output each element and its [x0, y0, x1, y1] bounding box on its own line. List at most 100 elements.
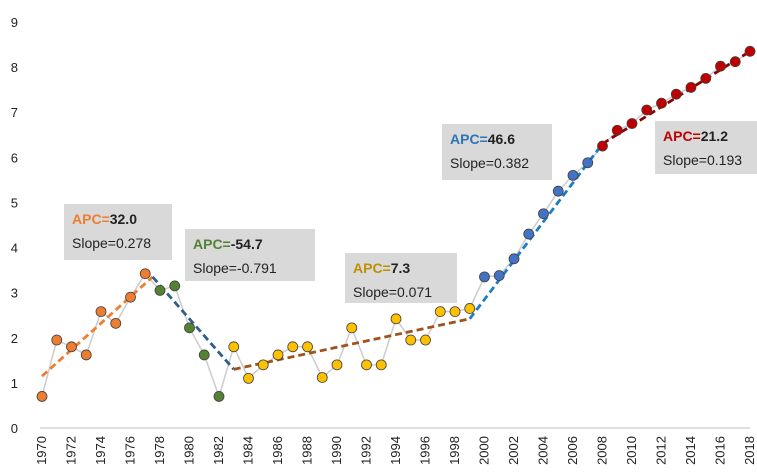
data-point: [420, 334, 431, 346]
x-tick-label: 1996: [418, 436, 433, 465]
x-tick-label: 1982: [211, 436, 226, 465]
data-point: [729, 56, 741, 68]
x-tick-label: 1980: [182, 436, 197, 465]
fit-line-segment: [233, 317, 471, 371]
slope-text: Slope=0.278: [72, 235, 151, 251]
apc-text: APC=-54.7: [193, 236, 263, 252]
data-point: [287, 341, 299, 353]
x-tick-label: 1970: [34, 436, 49, 465]
x-tick-label: 1990: [329, 436, 344, 465]
data-point: [449, 306, 461, 318]
apc-label: APC=: [193, 236, 231, 252]
data-point: [390, 313, 402, 325]
data-point: [493, 270, 505, 281]
slope-text: Slope=0.382: [450, 155, 529, 171]
apc-text: APC=32.0: [72, 211, 137, 227]
x-tick-label: 2002: [506, 436, 521, 465]
data-point: [523, 228, 535, 240]
data-point: [405, 334, 417, 346]
data-point: [213, 391, 225, 402]
data-point: [464, 303, 476, 314]
data-point: [95, 306, 107, 318]
y-tick-label: 0: [11, 421, 18, 436]
annotation-background: [655, 121, 757, 174]
apc-value: 32.0: [110, 211, 137, 227]
data-point: [626, 118, 638, 129]
fit-line-segment: [151, 275, 235, 371]
apc-text: APC=46.6: [450, 131, 515, 147]
x-tick-label: 1984: [241, 436, 256, 465]
data-points: [36, 45, 756, 402]
y-tick-label: 2: [11, 331, 18, 346]
data-point: [272, 349, 284, 361]
x-tick-label: 2018: [742, 436, 757, 465]
data-point: [36, 391, 48, 402]
data-point: [670, 88, 682, 100]
x-tick-label: 2004: [536, 436, 551, 465]
data-point: [331, 359, 343, 371]
data-point: [508, 253, 520, 265]
fit-line-segment: [41, 275, 154, 378]
data-point: [198, 349, 210, 361]
y-tick-label: 5: [11, 195, 18, 210]
data-point: [139, 268, 151, 280]
x-tick-label: 1992: [359, 436, 374, 465]
data-point: [700, 72, 712, 84]
annotation-box: APC=7.3 Slope=0.071: [345, 253, 457, 303]
x-tick-label: 1986: [270, 436, 285, 465]
annotation-background: [442, 124, 552, 180]
data-point: [80, 349, 92, 361]
data-point: [641, 104, 653, 116]
annotation-box: APC=32.0 Slope=0.278: [64, 204, 172, 260]
data-point: [110, 317, 122, 329]
annotation-box: APC=-54.7 Slope=-0.791: [185, 229, 315, 281]
x-tick-label: 2012: [654, 436, 669, 465]
apc-value: 21.2: [701, 128, 728, 144]
data-point: [316, 372, 328, 383]
data-point: [346, 322, 358, 334]
data-point: [66, 341, 77, 353]
data-point: [51, 334, 63, 346]
y-axis: 0 1 2 3 4 5 6 7 8 9: [11, 15, 18, 436]
x-tick-label: 1988: [300, 436, 315, 465]
x-tick-label: 1994: [388, 436, 403, 465]
apc-label: APC=: [353, 260, 391, 276]
data-point: [169, 280, 181, 292]
data-point: [656, 97, 667, 109]
data-point: [375, 359, 387, 371]
data-point: [611, 124, 623, 136]
annotation-background: [64, 204, 172, 260]
slope-text: Slope=0.193: [663, 152, 742, 168]
y-tick-label: 9: [11, 15, 18, 30]
data-point: [685, 82, 697, 93]
data-point: [125, 291, 136, 303]
apc-value: 46.6: [488, 131, 515, 147]
data-point: [479, 271, 490, 283]
data-point: [538, 208, 549, 220]
data-point: [243, 372, 254, 384]
x-tick-label: 2008: [595, 436, 610, 465]
data-point: [184, 322, 195, 334]
x-tick-label: 1976: [123, 436, 138, 465]
apc-label: APC=: [450, 131, 488, 147]
x-axis: 1970 1972 1974 1976 1978 1980 1982 1984 1986 1988…: [34, 427, 757, 465]
data-point: [582, 157, 594, 169]
data-point: [567, 169, 579, 181]
data-point: [361, 359, 372, 371]
x-tick-label: 2000: [477, 436, 492, 465]
y-tick-label: 4: [11, 241, 18, 256]
apc-label: APC=: [72, 211, 110, 227]
apc-text: APC=21.2: [663, 128, 728, 144]
data-point: [228, 341, 240, 353]
apc-value: -54.7: [231, 236, 263, 252]
y-tick-label: 6: [11, 150, 18, 165]
slope-text: Slope=-0.791: [193, 260, 277, 276]
annotation-background: [185, 229, 315, 281]
apc-value: 7.3: [391, 260, 411, 276]
data-point: [257, 359, 269, 371]
x-tick-label: 2006: [565, 436, 580, 465]
data-point: [744, 45, 756, 57]
x-tick-label: 1972: [64, 436, 79, 465]
